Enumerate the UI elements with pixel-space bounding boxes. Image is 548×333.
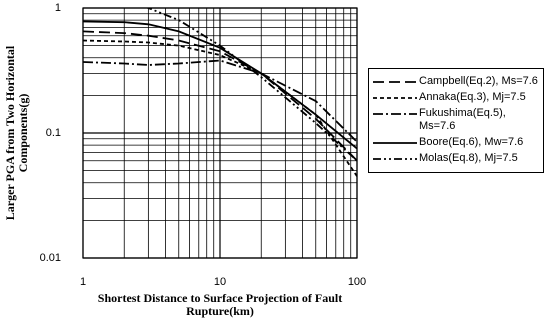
y-tick-label: 0.01 [40, 252, 61, 264]
legend-label: Campbell(Eq.2), Ms=7.6 [419, 75, 538, 87]
series-line [83, 30, 357, 162]
legend-label: Annaka(Eq.3), Mj=7.5 [419, 91, 526, 103]
series-line [145, 8, 357, 162]
legend-swatch [373, 158, 417, 160]
legend-label: Fukushima(Eq.5), Ms=7.6 [419, 107, 506, 132]
plot-frame [82, 7, 358, 259]
legend-swatch [373, 81, 417, 83]
legend-item: Campbell(Eq.2), Ms=7.6 [371, 75, 541, 88]
legend-swatch [373, 142, 417, 144]
legend-item: Fukushima(Eq.5), Ms=7.6 [371, 107, 541, 133]
series-line [83, 20, 357, 150]
legend-swatch [373, 113, 417, 115]
y-tick-label: 1 [55, 2, 61, 14]
series-group [83, 8, 357, 177]
legend-swatch [373, 97, 417, 99]
legend-item: Molas(Eq.8), Mj=7.5 [371, 152, 541, 165]
legend-item: Annaka(Eq.3), Mj=7.5 [371, 91, 541, 104]
legend: Campbell(Eq.2), Ms=7.6 Annaka(Eq.3), Mj=7… [368, 68, 544, 173]
series-line [83, 59, 357, 143]
legend-label: Molas(Eq.8), Mj=7.5 [419, 152, 518, 164]
x-axis-label: Shortest Distance to Surface Projection … [97, 291, 343, 318]
y-tick-label: 0.1 [46, 127, 61, 139]
legend-item: Boore(Eq.6), Mw=7.6 [371, 136, 541, 149]
x-tick-label: 100 [348, 276, 366, 288]
x-tick-label: 10 [214, 276, 226, 288]
legend-label: Boore(Eq.6), Mw=7.6 [419, 136, 524, 148]
x-tick-label: 1 [80, 276, 86, 288]
y-axis-label: Larger PGA from Two Horizontal Component… [3, 45, 30, 221]
